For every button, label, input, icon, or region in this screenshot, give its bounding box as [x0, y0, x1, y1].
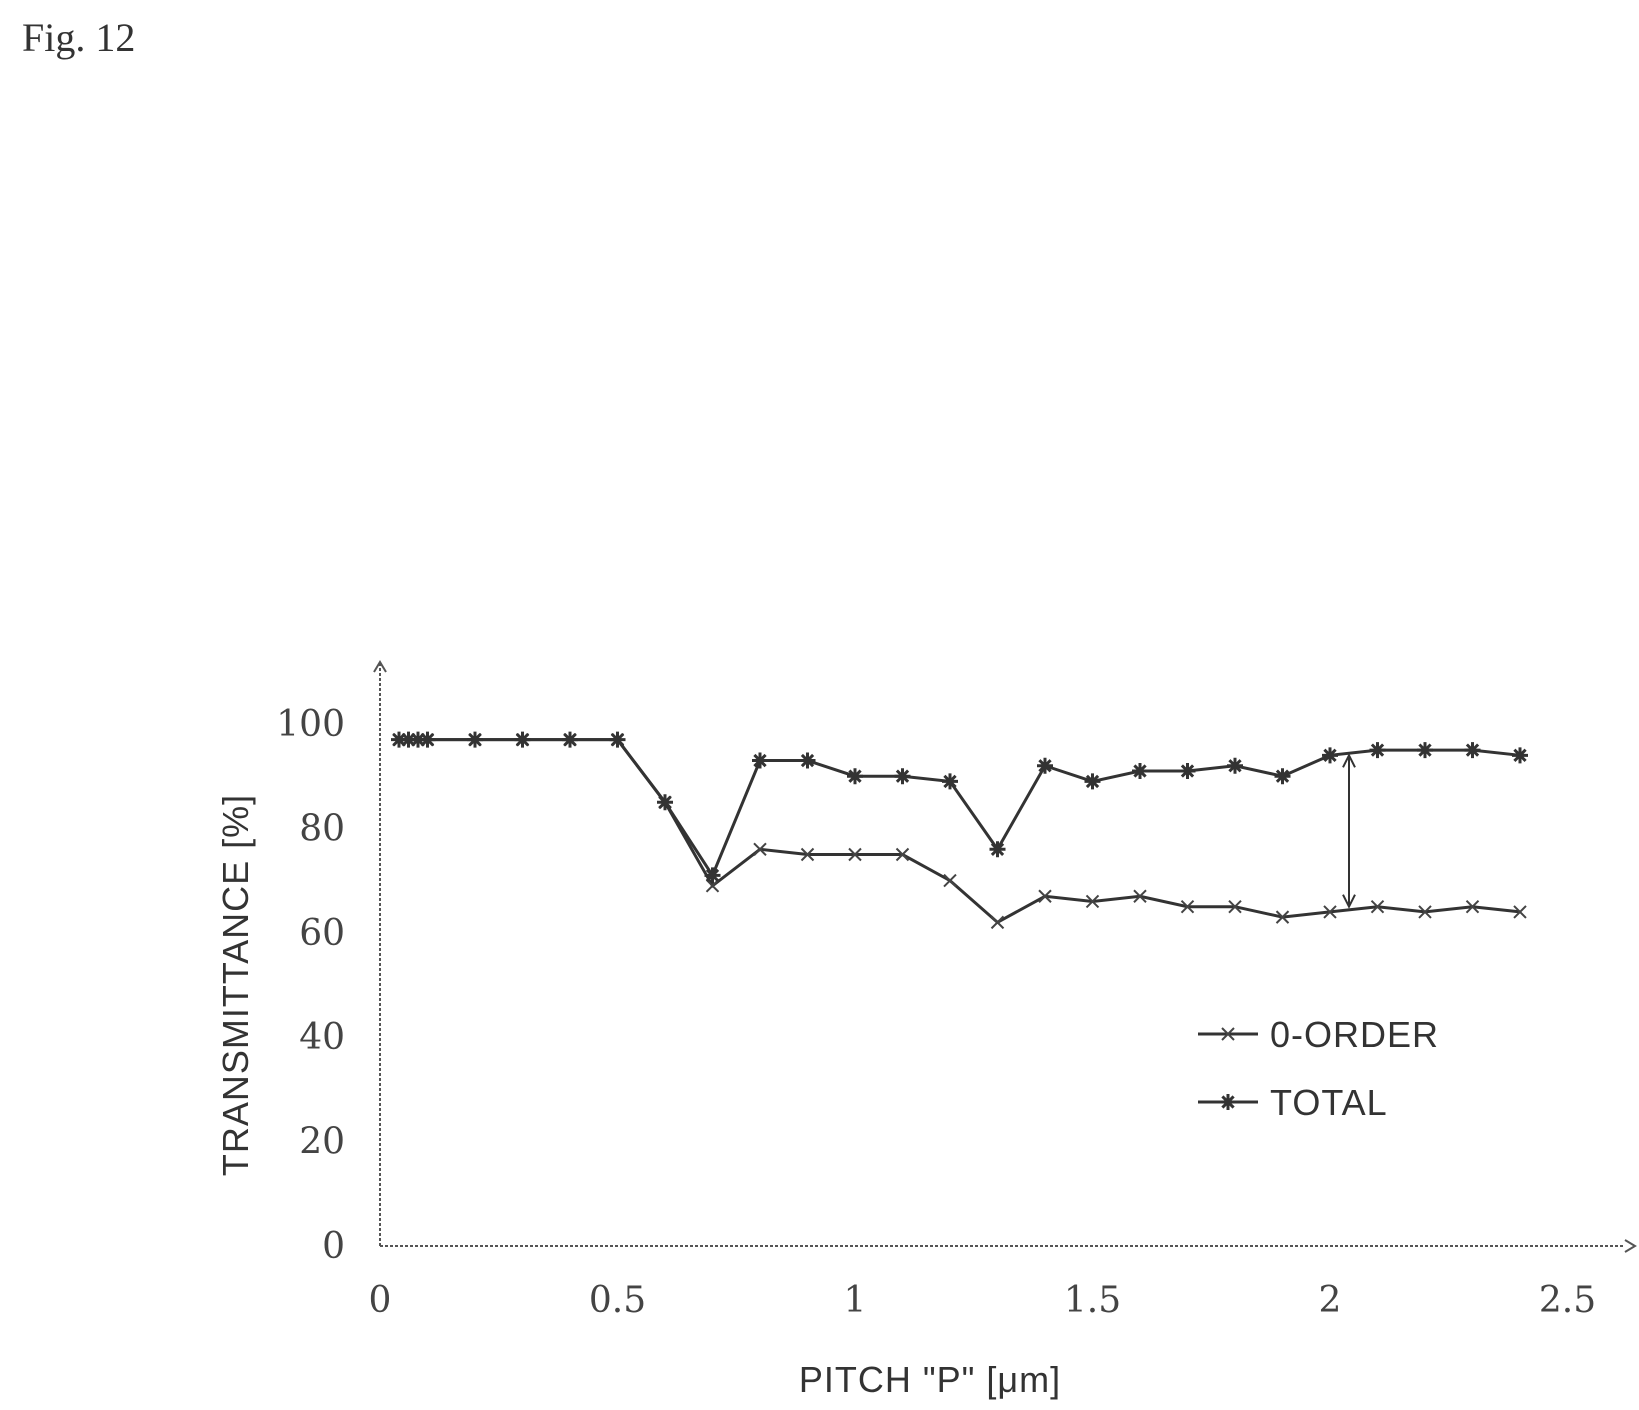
- y-tick-label: 0: [322, 1226, 345, 1267]
- data-point-marker: [990, 915, 1005, 930]
- x-tick-label: 2.5: [1539, 1280, 1596, 1321]
- data-point-marker: [942, 773, 958, 790]
- series-layer: [391, 731, 1528, 930]
- x-tick-label: 0.5: [589, 1280, 646, 1321]
- data-point-marker: [419, 731, 436, 748]
- data-point-marker: [410, 731, 426, 748]
- data-point-marker: [705, 879, 720, 893]
- data-point-marker: [1274, 768, 1291, 785]
- data-point-marker: [895, 847, 910, 862]
- data-point-marker: [847, 768, 863, 785]
- data-point-marker: [391, 731, 407, 748]
- x-tick-label: 1: [844, 1280, 867, 1321]
- data-point-marker: [943, 873, 957, 888]
- data-point-marker: [894, 768, 911, 785]
- data-point-marker: [799, 752, 816, 769]
- annotation-arrowhead-top: [1342, 753, 1356, 768]
- axes: [373, 660, 1637, 1253]
- y-axis-arrowhead: [373, 660, 387, 673]
- data-point-marker: [848, 847, 862, 862]
- legend-item: 0-ORDER: [1198, 1014, 1439, 1055]
- series-total: [391, 731, 1528, 884]
- x-tick-label: 0: [369, 1280, 392, 1321]
- data-point-marker: [1221, 1027, 1235, 1041]
- x-tick-label: 2: [1319, 1280, 1342, 1321]
- data-point-marker: [467, 731, 483, 748]
- data-point-marker: [1418, 905, 1432, 919]
- series-0-order: [392, 732, 1527, 930]
- figure-label: Fig. 12: [22, 15, 136, 60]
- data-point-marker: [1132, 762, 1148, 779]
- data-point-marker: [704, 867, 721, 884]
- data-point-marker: [1220, 1094, 1236, 1110]
- data-point-marker: [1037, 757, 1053, 774]
- legend-item: TOTAL: [1198, 1082, 1388, 1123]
- y-tick-label: 40: [299, 1017, 345, 1058]
- data-point-marker: [514, 731, 531, 748]
- data-point-marker: [1417, 742, 1433, 759]
- data-point-marker: [1370, 899, 1385, 914]
- y-tick-label: 20: [299, 1122, 345, 1163]
- x-axis-arrowhead: [1624, 1239, 1637, 1253]
- y-tick-label: 60: [299, 913, 345, 954]
- data-point-marker: [1512, 747, 1528, 764]
- series-line: [399, 738, 1521, 925]
- data-point-marker: [1322, 747, 1338, 764]
- data-point-marker: [1180, 899, 1195, 914]
- y-tick-label: 100: [276, 704, 345, 745]
- data-point-marker: [1038, 889, 1052, 903]
- y-axis-label: TRANSMITTANCE [%]: [215, 794, 256, 1176]
- data-point-marker: [1227, 757, 1243, 774]
- legend: 0-ORDER TOTAL: [1198, 1014, 1439, 1123]
- data-point-marker: [562, 731, 578, 748]
- data-point-marker: [752, 752, 768, 769]
- data-point-marker: [1133, 889, 1147, 903]
- annotation-layer: [1342, 753, 1356, 909]
- data-point-marker: [657, 794, 673, 811]
- data-point-marker: [1464, 742, 1481, 759]
- data-point-marker: [989, 841, 1006, 858]
- data-point-marker: [1369, 742, 1386, 759]
- data-point-marker: [1179, 762, 1196, 779]
- data-point-marker: [1228, 899, 1242, 914]
- legend-label: 0-ORDER: [1270, 1014, 1439, 1055]
- legend-label: TOTAL: [1270, 1082, 1388, 1123]
- data-point-marker: [800, 847, 815, 862]
- data-point-marker: [609, 731, 626, 748]
- data-point-marker: [1085, 894, 1100, 909]
- tick-labels: 0 0.5 1 1.5 2 2.5 0 20 40 60 80 100: [276, 704, 1596, 1321]
- data-point-marker: [1275, 910, 1290, 924]
- data-point-marker: [1323, 905, 1337, 919]
- y-tick-label: 80: [299, 808, 345, 849]
- data-point-marker: [753, 842, 767, 856]
- x-tick-label: 1.5: [1064, 1280, 1121, 1321]
- x-axis-label: PITCH "P" [μm]: [799, 1359, 1061, 1400]
- data-point-marker: [1084, 773, 1101, 790]
- data-point-marker: [1513, 905, 1527, 919]
- data-point-marker: [400, 731, 417, 748]
- annotation-arrowhead-bottom: [1342, 894, 1356, 909]
- data-point-marker: [1465, 899, 1480, 914]
